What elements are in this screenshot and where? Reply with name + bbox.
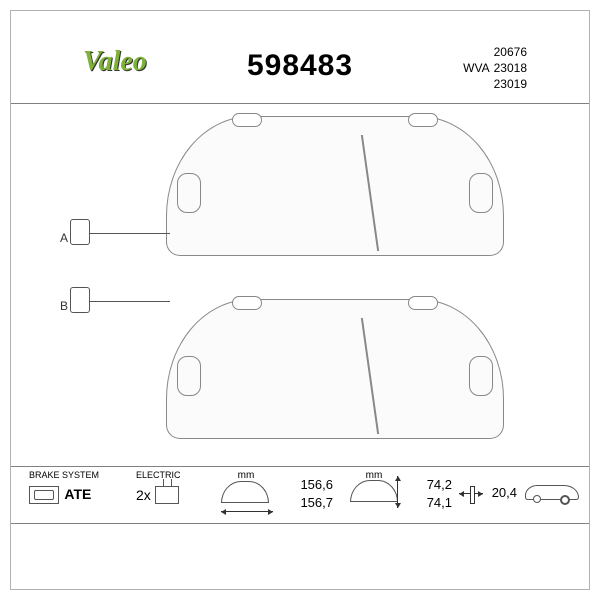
car-icon — [525, 479, 579, 503]
width-icon — [221, 479, 273, 511]
arrow-vertical-icon — [397, 476, 398, 508]
wva-code-0: 20676 — [463, 44, 527, 60]
spec-width: mm 156,6 156,7 — [219, 467, 339, 523]
pad-groove — [360, 318, 378, 434]
width-value-1: 156,7 — [300, 494, 333, 512]
header-bar: Valeo 598483 20676 WVA 23018 23019 — [11, 44, 589, 104]
wire-a — [90, 233, 170, 234]
height-value-1: 74,1 — [427, 494, 452, 512]
spec-row: BRAKE SYSTEM ATE ELECTRIC 2x mm 156,6 15… — [11, 466, 589, 524]
spec-height: mm 74,2 74,1 — [346, 467, 458, 523]
wva-label: WVA — [463, 60, 489, 76]
caliper-icon — [29, 486, 59, 504]
wva-code-2: 23019 — [463, 76, 527, 92]
wheel-front-icon — [560, 495, 570, 505]
drawing-canvas: Valeo 598483 20676 WVA 23018 23019 A B — [10, 10, 590, 590]
connector-label-b: B — [60, 299, 68, 313]
connector-b-icon — [70, 287, 90, 313]
spec-header: BRAKE SYSTEM — [29, 470, 129, 480]
spec-electric: ELECTRIC 2x — [136, 467, 216, 523]
arrow-horizontal-icon — [221, 511, 273, 512]
thickness-bar-icon — [470, 486, 475, 504]
thickness-icon — [459, 478, 483, 512]
brake-pad-top — [166, 116, 504, 256]
brake-pad-bottom — [166, 299, 504, 439]
height-icon — [346, 478, 394, 510]
mini-pad-icon — [221, 481, 269, 503]
connector-a-icon — [70, 219, 90, 245]
valeo-logo: Valeo — [83, 46, 147, 78]
width-value-0: 156,6 — [300, 476, 333, 494]
pad-slot — [177, 356, 201, 396]
pad-slot — [469, 173, 493, 213]
mini-pad-icon — [350, 480, 398, 502]
spec-header: ELECTRIC — [136, 470, 216, 480]
brake-system-value: ATE — [64, 486, 91, 502]
spec-thickness: 20,4 — [459, 467, 517, 523]
electric-value: 2x — [136, 487, 151, 503]
part-number: 598483 — [247, 49, 353, 83]
spec-brake-system: BRAKE SYSTEM ATE — [29, 467, 129, 523]
wire-b — [90, 301, 170, 302]
thickness-value: 20,4 — [492, 485, 517, 500]
plug-icon — [155, 486, 179, 504]
spec-position — [521, 467, 583, 523]
wva-codes: 20676 WVA 23018 23019 — [463, 44, 527, 93]
pad-slot — [177, 173, 201, 213]
height-value-0: 74,2 — [427, 476, 452, 494]
pad-slot — [469, 356, 493, 396]
pad-groove — [360, 135, 378, 251]
wva-code-1: 23018 — [494, 61, 527, 75]
connector-label-a: A — [60, 231, 68, 245]
main-drawing: A B — [56, 111, 544, 444]
wheel-icon — [533, 495, 541, 503]
